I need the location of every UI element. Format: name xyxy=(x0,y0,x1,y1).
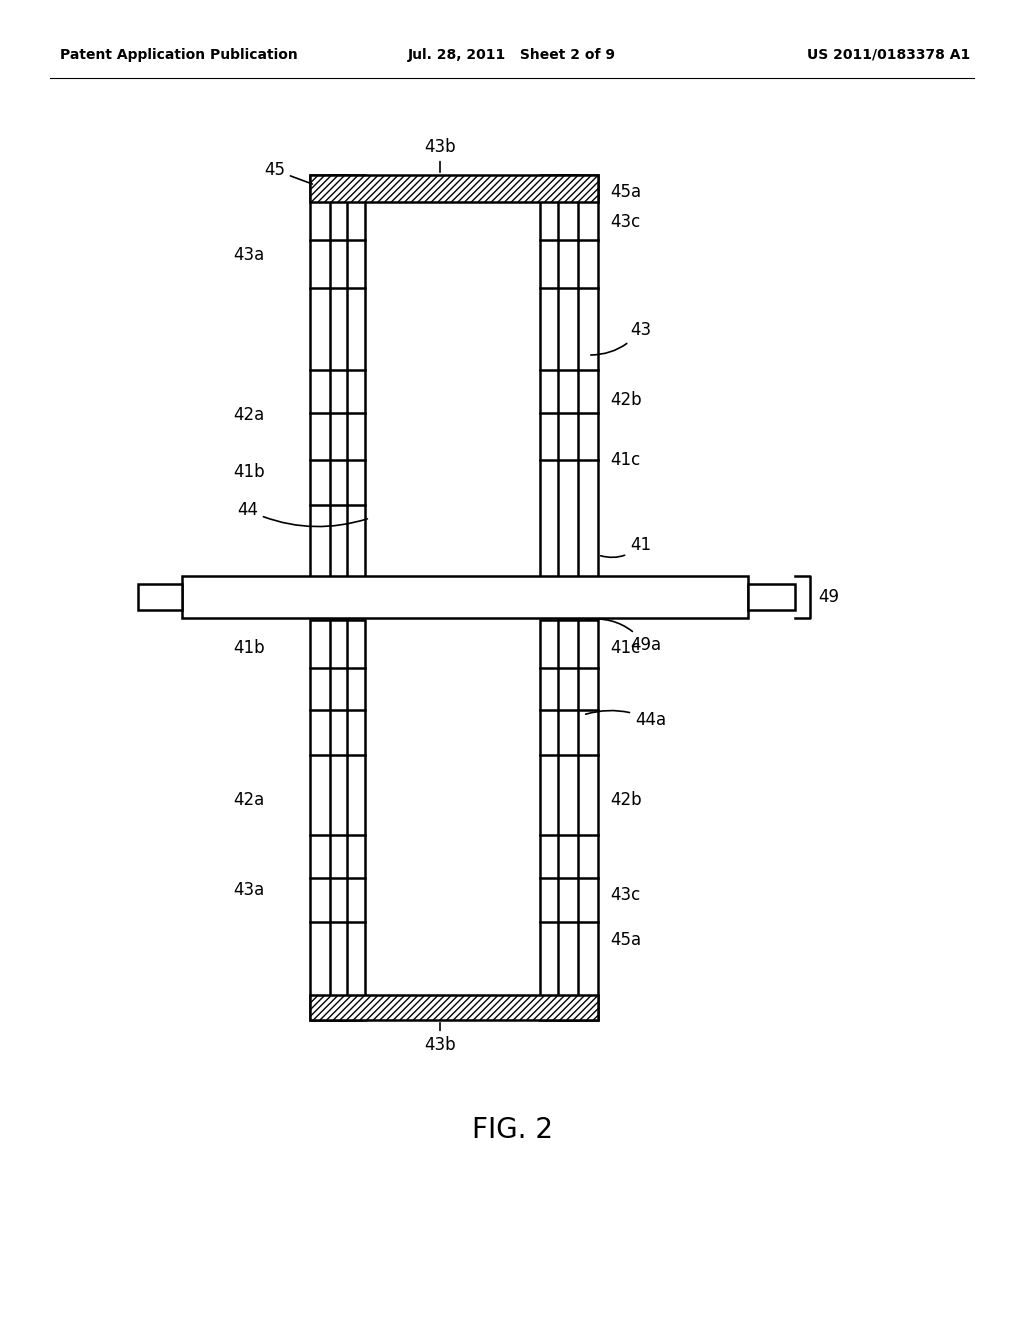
Bar xyxy=(138,583,182,610)
Text: 44a: 44a xyxy=(586,710,667,729)
Text: 42a: 42a xyxy=(233,407,265,424)
Text: 41c: 41c xyxy=(610,639,640,657)
Bar xyxy=(310,995,598,1020)
Text: 42b: 42b xyxy=(610,791,642,809)
Bar xyxy=(540,176,598,590)
Text: 43c: 43c xyxy=(610,213,640,231)
Text: 45a: 45a xyxy=(610,931,641,949)
Text: 43: 43 xyxy=(591,321,651,355)
Bar xyxy=(558,620,578,1020)
Text: 41: 41 xyxy=(601,536,651,557)
Text: 43c: 43c xyxy=(610,886,640,904)
Text: 43b: 43b xyxy=(424,1023,456,1053)
Bar xyxy=(540,620,598,1020)
Bar xyxy=(310,176,598,202)
Bar xyxy=(182,576,748,618)
Text: 42b: 42b xyxy=(610,391,642,409)
Text: Patent Application Publication: Patent Application Publication xyxy=(60,48,298,62)
Text: 43a: 43a xyxy=(233,880,265,899)
Text: 41c: 41c xyxy=(610,451,640,469)
Text: 49: 49 xyxy=(818,587,839,606)
Text: 49a: 49a xyxy=(586,619,662,653)
Text: US 2011/0183378 A1: US 2011/0183378 A1 xyxy=(807,48,970,62)
Text: 42a: 42a xyxy=(233,791,265,809)
Text: 45a: 45a xyxy=(610,183,641,201)
Text: FIG. 2: FIG. 2 xyxy=(471,1115,553,1144)
Bar xyxy=(310,620,365,1020)
Bar xyxy=(748,583,795,610)
Bar xyxy=(330,620,347,1020)
Text: Jul. 28, 2011   Sheet 2 of 9: Jul. 28, 2011 Sheet 2 of 9 xyxy=(408,48,616,62)
Text: 44: 44 xyxy=(237,502,368,527)
Text: 41b: 41b xyxy=(233,639,265,657)
Text: 43a: 43a xyxy=(233,246,265,264)
Text: 43b: 43b xyxy=(424,139,456,172)
Text: 41b: 41b xyxy=(233,463,265,480)
Text: 45: 45 xyxy=(264,161,312,183)
Bar xyxy=(310,176,365,590)
Bar xyxy=(330,176,347,590)
Bar xyxy=(558,176,578,590)
